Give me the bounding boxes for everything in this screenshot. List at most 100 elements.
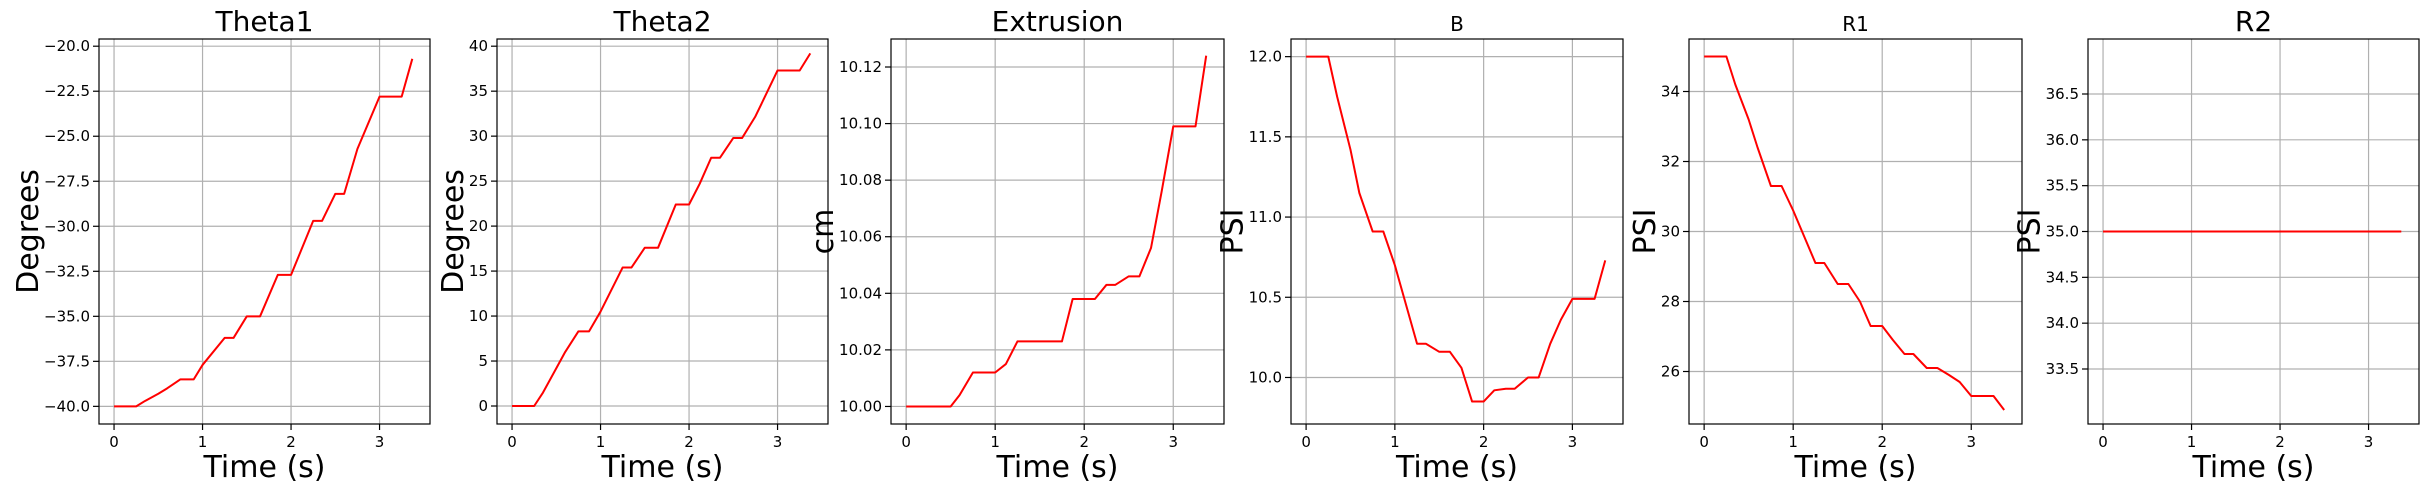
y-axis-label: Degrees (436, 169, 471, 294)
series-line-0 (1704, 55, 2005, 411)
x-tick-label: 1 (1390, 433, 1400, 451)
x-tick-label: 2 (2275, 433, 2285, 451)
x-tick-label: 3 (375, 433, 385, 451)
y-tick-label: 20 (469, 217, 488, 235)
y-tick-label: 36.5 (2046, 85, 2079, 103)
x-tick-label: 0 (2098, 433, 2108, 451)
y-tick-label: −35.0 (44, 307, 90, 325)
y-tick-label: −27.5 (44, 172, 90, 190)
x-tick-label: 0 (109, 433, 119, 451)
x-tick-label: 1 (2187, 433, 2197, 451)
x-tick-label: 0 (901, 433, 911, 451)
y-tick-label: 11.5 (1249, 128, 1282, 146)
x-tick-label: 3 (1168, 433, 1178, 451)
y-tick-label: 34 (1661, 83, 1680, 101)
y-tick-label: −40.0 (44, 397, 90, 415)
y-tick-label: 30 (469, 127, 488, 145)
chart-title: R1 (1842, 12, 1869, 36)
y-tick-label: −32.5 (44, 262, 90, 280)
y-tick-label: 15 (469, 262, 488, 280)
y-tick-label: 10.10 (839, 115, 882, 133)
plot-frame (1290, 38, 1624, 425)
x-axis-label: Time (s) (996, 450, 1119, 485)
y-tick-label: 35.0 (2046, 223, 2079, 241)
y-tick-label: −22.5 (44, 82, 90, 100)
x-tick-label: 1 (1788, 433, 1798, 451)
y-tick-label: 10.0 (1249, 368, 1282, 386)
y-tick-label: 32 (1661, 153, 1680, 171)
y-tick-label: 10.08 (839, 171, 882, 189)
chart-title: Theta2 (612, 5, 711, 38)
y-tick-label: 35.5 (2046, 177, 2079, 195)
x-tick-label: 1 (990, 433, 1000, 451)
chart-panel-0: 0 1 2 3 −40.0 −37.5 −35.0 −32.5 −30.0 −27.5 −25.0 −… (11, 5, 431, 485)
x-axis-label: Time (s) (1395, 450, 1518, 485)
chart-title: R2 (2235, 5, 2272, 38)
series-line-0 (1306, 55, 1607, 403)
y-tick-label: 34.0 (2046, 314, 2079, 332)
y-tick-label: 12.0 (1249, 48, 1282, 66)
y-tick-label: 26 (1661, 363, 1680, 381)
y-tick-label: 30 (1661, 223, 1680, 241)
x-tick-label: 3 (1966, 433, 1976, 451)
y-axis-label: Degrees (11, 169, 46, 294)
x-axis-label: Time (s) (1794, 450, 1917, 485)
chart-title: Extrusion (992, 5, 1124, 38)
y-tick-label: 10.02 (839, 341, 882, 359)
y-tick-label: 35 (469, 82, 488, 100)
chart-panel-5: 0 1 2 3 33.5 34.0 34.5 35.0 35.5 36.0 36.5 R2 Time (… (2013, 5, 2420, 485)
y-tick-label: 28 (1661, 293, 1680, 311)
plot-frame (496, 38, 829, 425)
chart-panel-4: 0 1 2 3 26 28 30 32 34 R1 Time (s) PSI (1628, 12, 2023, 485)
series-line-0 (114, 58, 414, 408)
y-tick-label: 40 (469, 37, 488, 55)
x-tick-label: 3 (2364, 433, 2374, 451)
y-tick-label: 0 (478, 397, 488, 415)
y-tick-label: 11.0 (1249, 208, 1282, 226)
y-tick-label: 5 (478, 352, 488, 370)
y-tick-label: 34.5 (2046, 268, 2079, 286)
chart-panel-2: 0 1 2 3 10.00 10.02 10.04 10.06 10.08 10.10 10.12 E… (806, 5, 1225, 485)
series-line-0 (906, 55, 1208, 408)
x-axis-label: Time (s) (2192, 450, 2315, 485)
x-tick-label: 2 (684, 433, 694, 451)
series-line-0 (512, 52, 812, 408)
y-axis-label: PSI (1628, 209, 1663, 255)
y-tick-label: 10.04 (839, 284, 882, 302)
x-tick-label: 0 (1699, 433, 1709, 451)
y-axis-label: PSI (2013, 209, 2048, 255)
y-axis-label: PSI (1216, 209, 1251, 255)
chart-title: Theta1 (214, 5, 313, 38)
plot-frame (890, 38, 1225, 425)
x-tick-label: 2 (1079, 433, 1089, 451)
plot-frame (98, 38, 431, 425)
y-tick-label: 36.0 (2046, 131, 2079, 149)
y-tick-label: −20.0 (44, 37, 90, 55)
chart-title: B (1450, 12, 1464, 36)
y-tick-label: 10.06 (839, 228, 882, 246)
y-tick-label: 33.5 (2046, 360, 2079, 378)
x-tick-label: 0 (1301, 433, 1311, 451)
y-tick-label: 10.00 (839, 397, 882, 415)
chart-panel-3: 0 1 2 3 10.0 10.5 11.0 11.5 12.0 B Time (s) PSI (1216, 12, 1624, 485)
y-tick-label: 10.12 (839, 58, 882, 76)
x-tick-label: 2 (1877, 433, 1887, 451)
y-tick-label: −37.5 (44, 352, 90, 370)
x-tick-label: 1 (596, 433, 606, 451)
y-tick-label: −30.0 (44, 217, 90, 235)
y-tick-label: −25.0 (44, 127, 90, 145)
y-tick-label: 25 (469, 172, 488, 190)
x-tick-label: 3 (1568, 433, 1578, 451)
x-tick-label: 3 (773, 433, 783, 451)
y-axis-label: cm (806, 209, 841, 255)
x-axis-label: Time (s) (203, 450, 326, 485)
x-tick-label: 0 (507, 433, 517, 451)
x-tick-label: 2 (286, 433, 296, 451)
x-tick-label: 2 (1479, 433, 1489, 451)
y-tick-label: 10.5 (1249, 288, 1282, 306)
x-tick-label: 1 (198, 433, 208, 451)
x-axis-label: Time (s) (601, 450, 724, 485)
y-tick-label: 10 (469, 307, 488, 325)
